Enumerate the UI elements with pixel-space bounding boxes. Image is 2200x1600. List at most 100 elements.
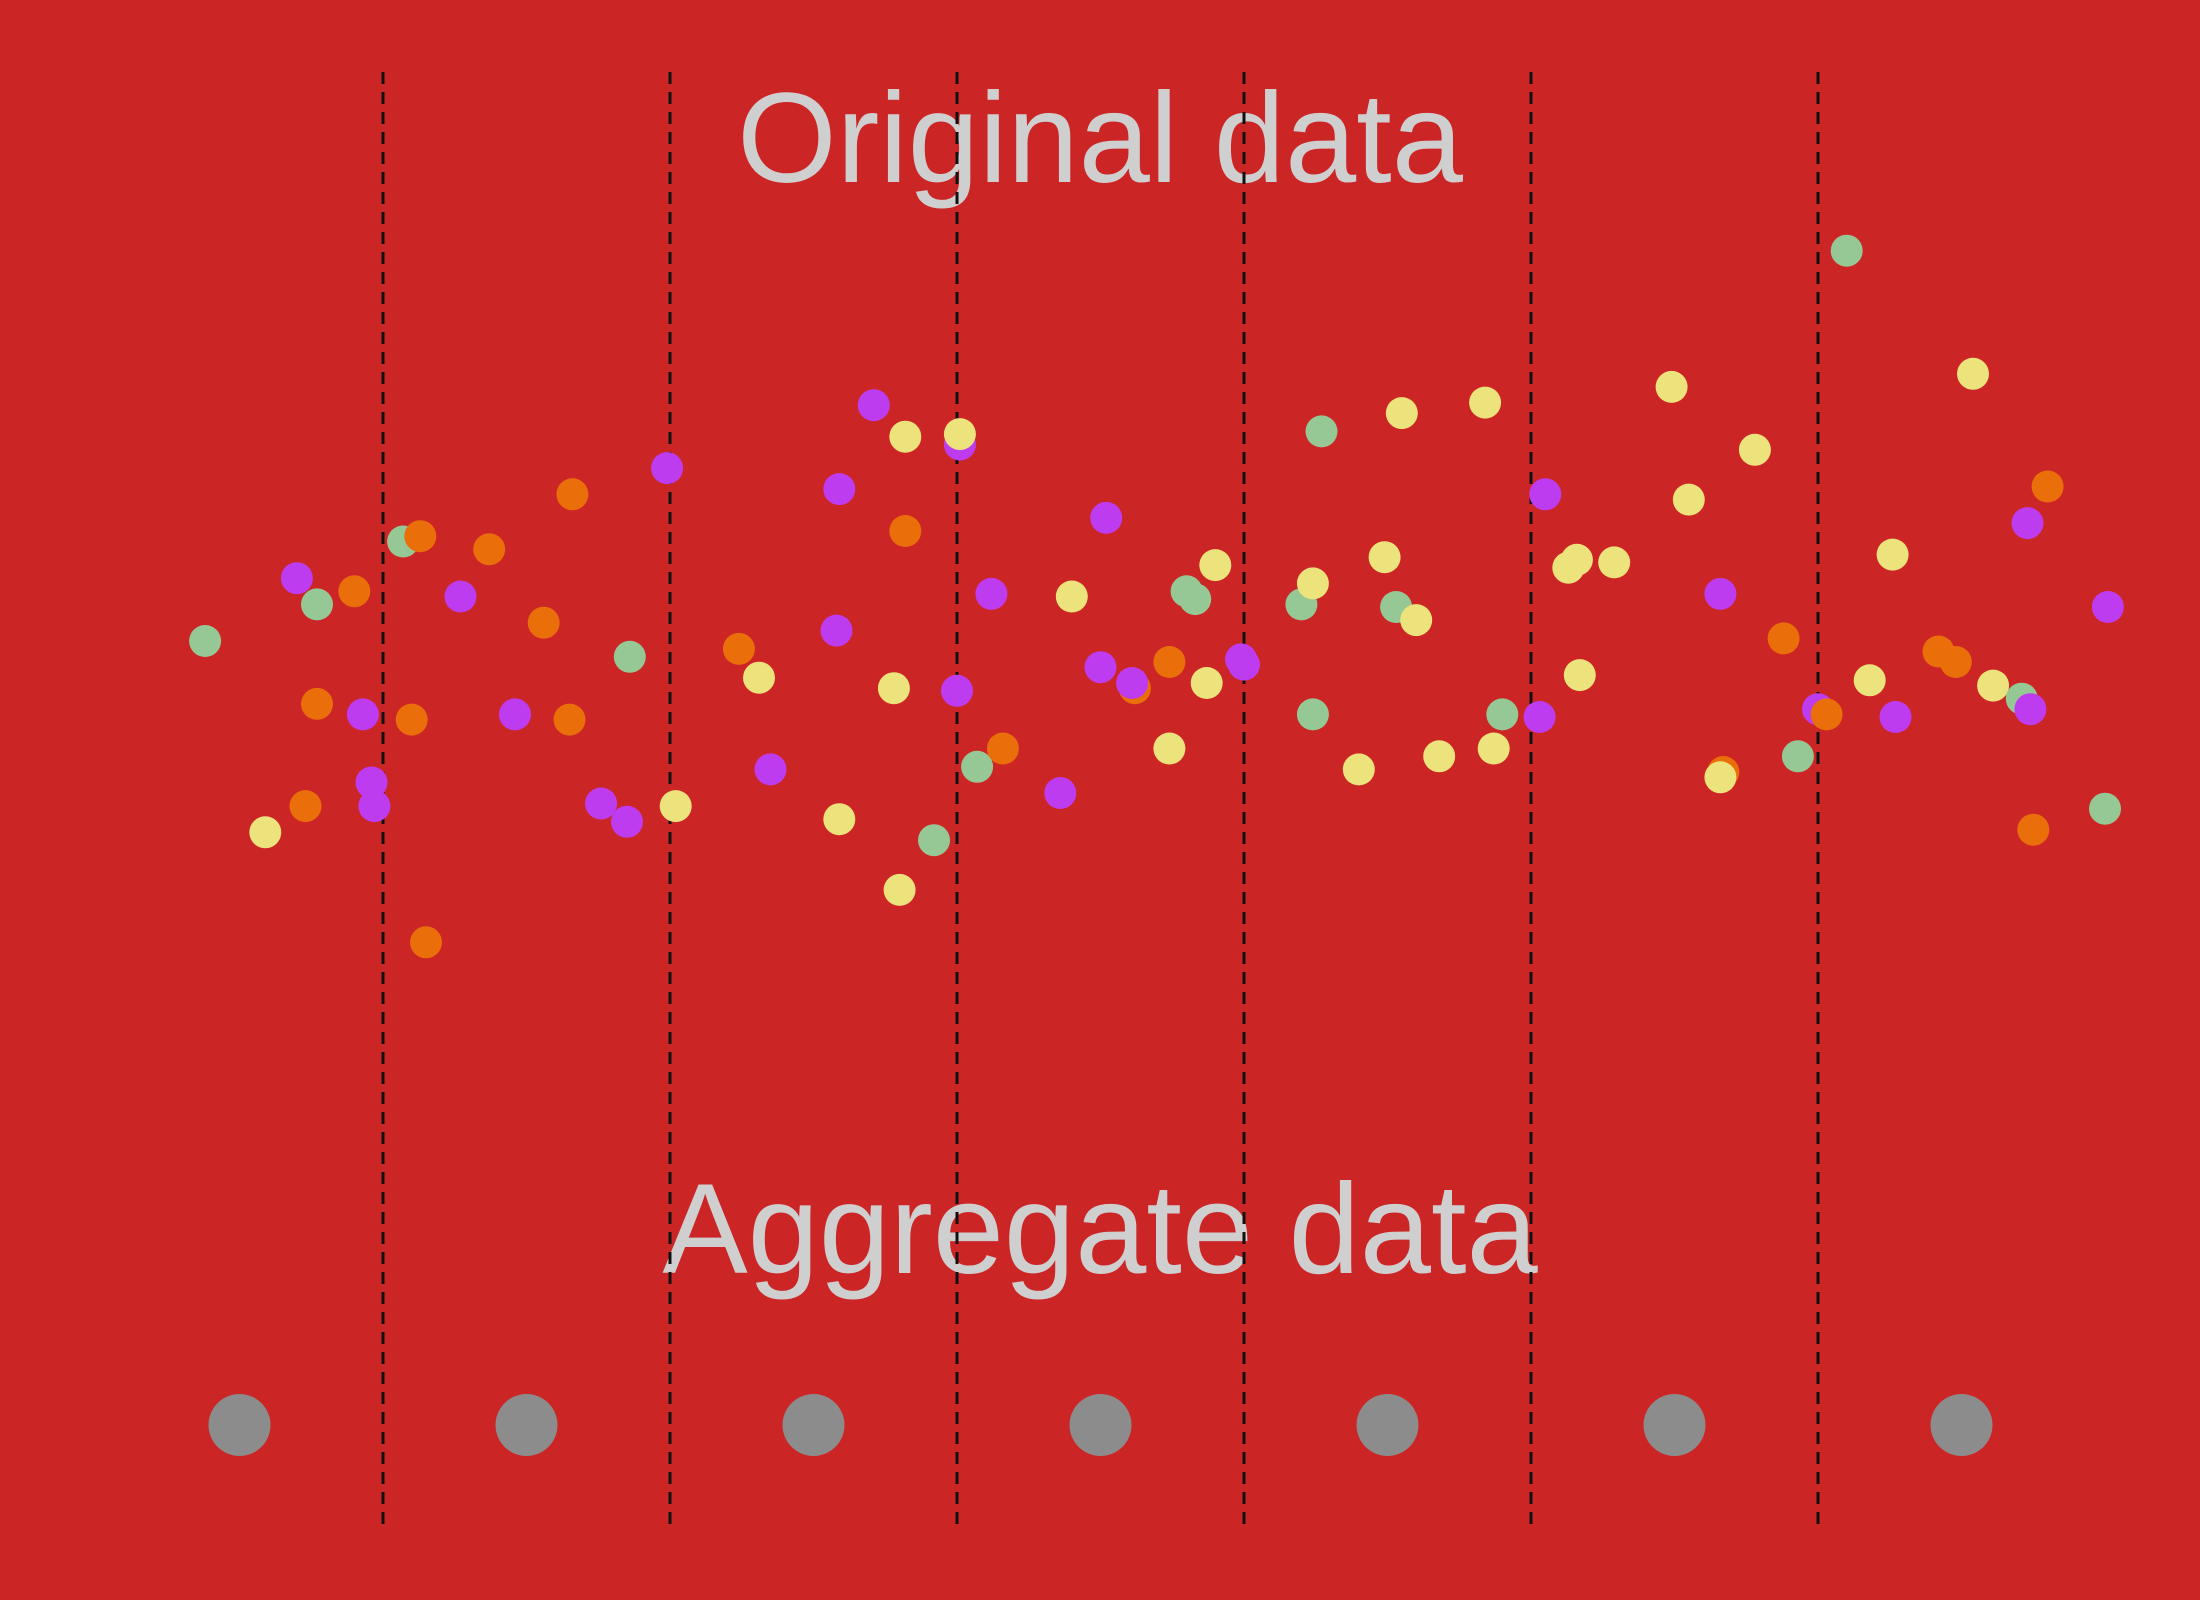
data-point-orange — [404, 520, 437, 553]
aggregate-point — [1356, 1394, 1419, 1456]
data-point-yellow — [1876, 538, 1909, 571]
original-points — [189, 234, 2124, 959]
data-point-yellow — [1190, 667, 1223, 699]
aggregate-point — [208, 1394, 271, 1456]
data-point-purple — [820, 614, 853, 647]
data-point-orange — [473, 533, 506, 566]
data-point-yellow — [1704, 761, 1737, 794]
data-point-purple — [2091, 591, 2124, 623]
data-point-yellow — [1655, 370, 1688, 403]
data-point-purple — [611, 805, 643, 838]
data-point-green — [613, 640, 646, 673]
data-point-orange — [395, 703, 428, 736]
data-point-purple — [1044, 777, 1077, 809]
aggregate-point — [782, 1394, 845, 1456]
data-point-yellow — [1477, 732, 1510, 765]
data-point-orange — [556, 478, 589, 511]
aggregate-point — [1643, 1394, 1706, 1456]
data-point-orange — [722, 632, 755, 665]
data-point-yellow — [1153, 732, 1186, 765]
data-point-yellow — [1469, 386, 1502, 419]
data-point-green — [1781, 740, 1814, 773]
data-point-orange — [2031, 470, 2064, 503]
data-point-purple — [1879, 701, 1912, 733]
data-point-green — [961, 750, 994, 783]
data-point-yellow — [249, 816, 282, 849]
data-point-yellow — [1738, 433, 1771, 466]
data-point-orange — [289, 790, 322, 823]
data-point-green — [1830, 234, 1863, 267]
data-point-yellow — [1563, 659, 1596, 692]
data-point-yellow — [1853, 664, 1886, 697]
data-point-purple — [1090, 501, 1123, 534]
data-point-yellow — [1342, 753, 1375, 786]
data-point-yellow — [889, 420, 922, 453]
data-point-orange — [889, 515, 922, 547]
aggregate-point — [495, 1394, 558, 1456]
data-point-yellow — [1957, 357, 1989, 390]
data-point-purple — [1225, 643, 1258, 676]
data-point-green — [1305, 415, 1338, 448]
data-point-purple — [857, 389, 890, 422]
data-point-yellow — [1598, 546, 1631, 579]
data-point-yellow — [659, 790, 692, 823]
aggregate-point — [1930, 1394, 1993, 1456]
data-point-purple — [2014, 693, 2047, 726]
data-point-yellow — [1368, 541, 1401, 574]
data-point-purple — [499, 698, 531, 731]
data-point-orange — [410, 926, 442, 959]
data-point-orange — [338, 575, 371, 608]
data-point-purple — [754, 753, 787, 786]
data-point-green — [2089, 792, 2121, 825]
data-point-orange — [986, 732, 1019, 765]
data-point-green — [1296, 698, 1329, 731]
data-point-green — [918, 824, 950, 857]
data-point-yellow — [1199, 549, 1232, 582]
data-point-purple — [444, 580, 477, 613]
data-point-purple — [280, 562, 313, 595]
data-point-purple — [585, 787, 618, 820]
data-point-green — [301, 588, 333, 621]
original-data-title: Original data — [737, 67, 1463, 210]
data-point-purple — [1529, 478, 1562, 511]
data-point-orange — [2017, 813, 2050, 846]
data-point-green — [189, 625, 222, 657]
data-point-orange — [1810, 698, 1843, 731]
data-point-yellow — [1423, 740, 1456, 773]
data-point-orange — [527, 606, 560, 639]
data-point-orange — [1153, 646, 1186, 678]
data-point-purple — [1704, 577, 1737, 610]
data-point-yellow — [877, 672, 910, 705]
data-point-yellow — [1672, 483, 1705, 516]
data-point-yellow — [883, 873, 916, 906]
data-point-orange — [553, 703, 586, 736]
data-point-purple — [941, 674, 973, 707]
aggregate-data-title: Aggregate data — [662, 1158, 1538, 1301]
data-point-purple — [975, 577, 1008, 610]
data-point-yellow — [1400, 604, 1433, 637]
data-point-yellow — [1296, 567, 1329, 600]
data-point-purple — [346, 698, 379, 731]
data-point-purple — [355, 766, 388, 799]
data-point-purple — [1116, 667, 1149, 699]
aggregate-point — [1069, 1394, 1132, 1456]
data-point-purple — [1084, 651, 1117, 684]
data-point-orange — [301, 687, 333, 720]
data-point-yellow — [1055, 580, 1088, 613]
data-point-purple — [823, 473, 856, 506]
data-point-yellow — [743, 661, 775, 694]
data-point-purple — [651, 452, 684, 485]
data-point-yellow — [823, 803, 856, 836]
data-point-yellow — [1385, 397, 1418, 430]
data-point-yellow — [943, 418, 976, 451]
data-point-orange — [1767, 622, 1800, 655]
data-point-purple — [1523, 701, 1556, 733]
data-point-green — [1486, 698, 1519, 731]
data-point-purple — [2011, 507, 2044, 540]
data-point-green — [1179, 583, 1212, 616]
data-point-purple — [358, 790, 391, 823]
aggregate-points — [208, 1394, 1993, 1456]
data-point-yellow — [1977, 669, 2010, 702]
